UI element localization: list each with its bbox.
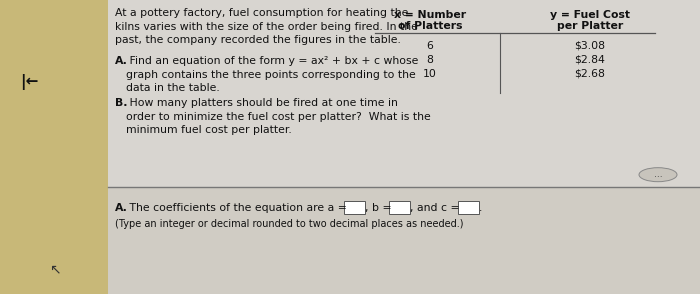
FancyBboxPatch shape [0, 0, 700, 187]
FancyBboxPatch shape [344, 201, 365, 214]
FancyBboxPatch shape [458, 201, 479, 214]
Text: A.: A. [115, 203, 128, 213]
FancyBboxPatch shape [389, 201, 410, 214]
Text: Find an equation of the form y = ax² + bx + c whose
graph contains the three poi: Find an equation of the form y = ax² + b… [126, 56, 419, 93]
Text: A.: A. [115, 56, 128, 66]
Text: $3.08: $3.08 [575, 41, 606, 51]
Text: , and c =: , and c = [410, 203, 460, 213]
Text: 6: 6 [426, 41, 433, 51]
Text: 10: 10 [423, 69, 437, 79]
Text: x = Number: x = Number [394, 10, 466, 20]
Text: (Type an integer or decimal rounded to two decimal places as needed.): (Type an integer or decimal rounded to t… [115, 219, 463, 229]
Text: ↖: ↖ [49, 262, 61, 276]
Text: of Platters: of Platters [398, 21, 462, 31]
FancyBboxPatch shape [0, 187, 700, 294]
Text: y = Fuel Cost: y = Fuel Cost [550, 10, 630, 20]
Text: ...: ... [654, 170, 662, 179]
Text: B.: B. [115, 98, 127, 108]
FancyBboxPatch shape [0, 0, 108, 294]
Text: , b =: , b = [365, 203, 391, 213]
Text: .: . [479, 203, 482, 213]
Ellipse shape [639, 168, 677, 182]
Text: The coefficients of the equation are a =: The coefficients of the equation are a = [126, 203, 347, 213]
Text: At a pottery factory, fuel consumption for heating the
kilns varies with the siz: At a pottery factory, fuel consumption f… [115, 8, 418, 45]
Text: $2.68: $2.68 [575, 69, 606, 79]
Text: 8: 8 [426, 55, 433, 65]
Text: |←: |← [20, 74, 38, 90]
Text: $2.84: $2.84 [575, 55, 606, 65]
Text: per Platter: per Platter [557, 21, 623, 31]
Text: How many platters should be fired at one time in
order to minimize the fuel cost: How many platters should be fired at one… [126, 98, 430, 135]
